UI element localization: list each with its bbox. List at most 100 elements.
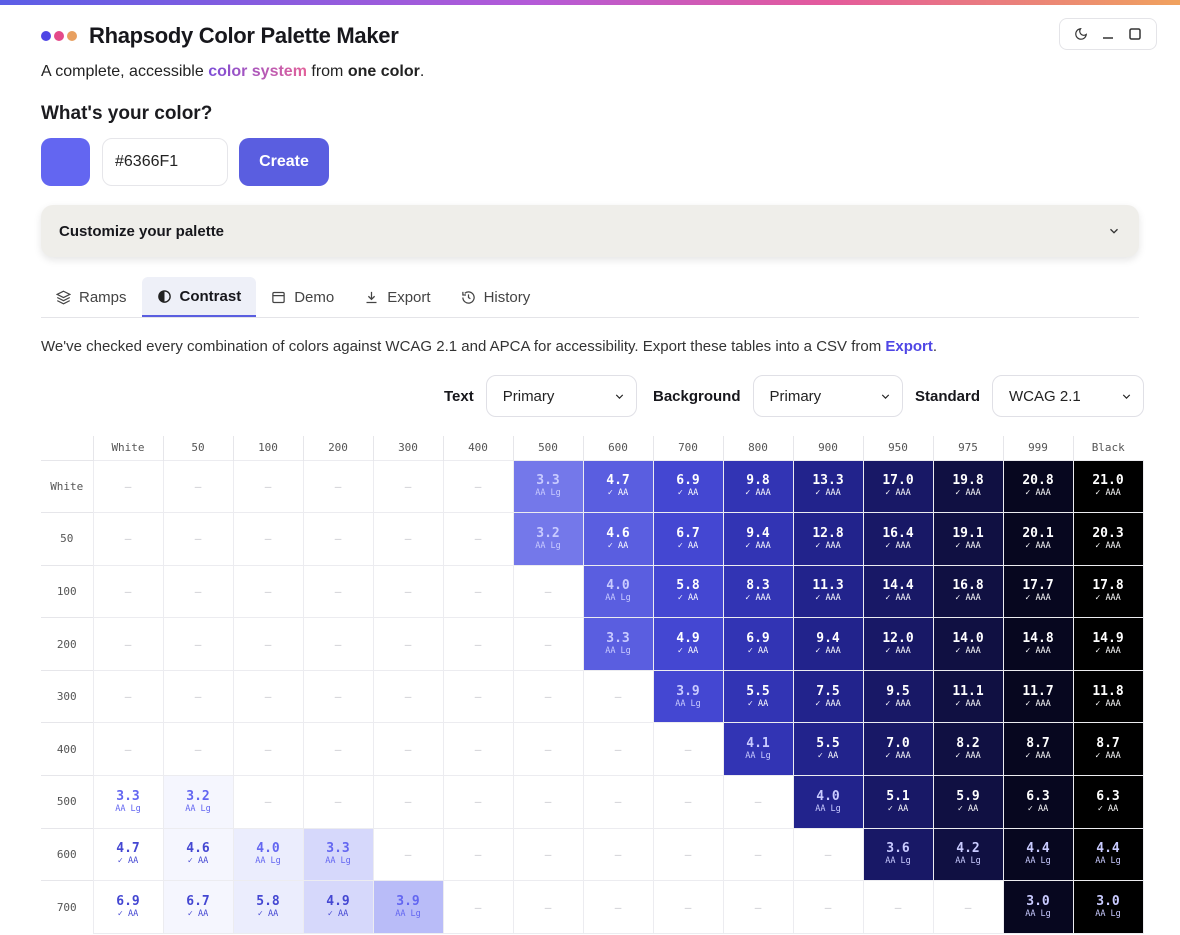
contrast-cell[interactable]: 16.8 ✓ AAA [932, 564, 1004, 619]
contrast-cell[interactable]: 6.9 ✓ AA [92, 880, 164, 934]
contrast-cell-empty[interactable]: – [92, 512, 164, 566]
color-swatch-picker[interactable] [41, 138, 90, 186]
contrast-cell-empty[interactable]: – [442, 669, 514, 724]
tab-demo[interactable]: Demo [256, 277, 349, 317]
contrast-cell-empty[interactable]: – [512, 669, 584, 724]
contrast-cell-empty[interactable]: – [442, 459, 514, 514]
contrast-cell-empty[interactable]: – [722, 880, 794, 934]
contrast-cell[interactable]: 17.7 ✓ AAA [1002, 564, 1074, 619]
contrast-cell[interactable]: 3.3 AA Lg [582, 617, 654, 671]
contrast-cell[interactable]: 20.3 ✓ AAA [1072, 512, 1144, 566]
contrast-cell-empty[interactable]: – [442, 880, 514, 934]
contrast-cell-empty[interactable]: – [372, 617, 444, 671]
contrast-cell-empty[interactable]: – [372, 564, 444, 619]
contrast-cell-empty[interactable]: – [652, 827, 724, 882]
contrast-cell-empty[interactable]: – [232, 617, 304, 671]
contrast-cell-empty[interactable]: – [932, 880, 1004, 934]
contrast-cell[interactable]: 3.9 AA Lg [372, 880, 444, 934]
contrast-cell[interactable]: 6.3 ✓ AA [1072, 775, 1144, 829]
contrast-cell-empty[interactable]: – [582, 722, 654, 777]
contrast-cell-empty[interactable]: – [442, 722, 514, 777]
contrast-cell-empty[interactable]: – [792, 827, 864, 882]
contrast-cell-empty[interactable]: – [512, 880, 584, 934]
contrast-cell-empty[interactable]: – [302, 669, 374, 724]
contrast-cell[interactable]: 6.9 ✓ AA [652, 459, 724, 514]
contrast-cell[interactable]: 6.7 ✓ AA [162, 880, 234, 934]
contrast-cell-empty[interactable]: – [162, 512, 234, 566]
maximize-button[interactable] [1126, 25, 1144, 43]
contrast-cell-empty[interactable]: – [232, 775, 304, 829]
contrast-cell-empty[interactable]: – [302, 459, 374, 514]
contrast-cell[interactable]: 21.0 ✓ AAA [1072, 459, 1144, 514]
contrast-cell-empty[interactable]: – [302, 512, 374, 566]
contrast-cell[interactable]: 11.3 ✓ AAA [792, 564, 864, 619]
contrast-cell-empty[interactable]: – [162, 459, 234, 514]
contrast-cell[interactable]: 8.2 ✓ AAA [932, 722, 1004, 777]
contrast-cell-empty[interactable]: – [372, 722, 444, 777]
contrast-cell[interactable]: 12.8 ✓ AAA [792, 512, 864, 566]
tab-contrast[interactable]: Contrast [141, 277, 257, 317]
standard-select[interactable]: WCAG 2.1 [992, 375, 1145, 417]
contrast-cell[interactable]: 11.7 ✓ AAA [1002, 669, 1074, 724]
contrast-cell[interactable]: 4.0 AA Lg [582, 564, 654, 619]
background-select[interactable]: Primary [752, 375, 903, 417]
contrast-cell[interactable]: 5.1 ✓ AA [862, 775, 934, 829]
contrast-cell-empty[interactable]: – [162, 669, 234, 724]
contrast-cell[interactable]: 3.2 AA Lg [162, 775, 234, 829]
contrast-cell[interactable]: 4.6 ✓ AA [582, 512, 654, 566]
contrast-cell[interactable]: 4.7 ✓ AA [582, 459, 654, 514]
contrast-cell[interactable]: 17.8 ✓ AAA [1072, 564, 1144, 619]
contrast-cell-empty[interactable]: – [652, 722, 724, 777]
contrast-cell-empty[interactable]: – [652, 880, 724, 934]
contrast-cell-empty[interactable]: – [232, 512, 304, 566]
contrast-cell[interactable]: 5.5 ✓ AA [792, 722, 864, 777]
contrast-cell-empty[interactable]: – [302, 617, 374, 671]
contrast-cell-empty[interactable]: – [582, 669, 654, 724]
contrast-cell-empty[interactable]: – [302, 564, 374, 619]
contrast-cell[interactable]: 9.8 ✓ AAA [722, 459, 794, 514]
contrast-cell[interactable]: 17.0 ✓ AAA [862, 459, 934, 514]
contrast-cell[interactable]: 7.0 ✓ AAA [862, 722, 934, 777]
contrast-cell-empty[interactable]: – [372, 459, 444, 514]
contrast-cell[interactable]: 9.5 ✓ AAA [862, 669, 934, 724]
contrast-cell[interactable]: 20.8 ✓ AAA [1002, 459, 1074, 514]
contrast-cell-empty[interactable]: – [372, 775, 444, 829]
contrast-cell[interactable]: 6.7 ✓ AA [652, 512, 724, 566]
contrast-cell[interactable]: 5.8 ✓ AA [652, 564, 724, 619]
contrast-cell-empty[interactable]: – [372, 669, 444, 724]
contrast-cell-empty[interactable]: – [512, 827, 584, 882]
contrast-cell-empty[interactable]: – [792, 880, 864, 934]
contrast-cell[interactable]: 3.2 AA Lg [512, 512, 584, 566]
contrast-cell-empty[interactable]: – [232, 459, 304, 514]
contrast-cell-empty[interactable]: – [232, 564, 304, 619]
contrast-cell[interactable]: 16.4 ✓ AAA [862, 512, 934, 566]
contrast-cell-empty[interactable]: – [92, 564, 164, 619]
export-link[interactable]: Export [885, 338, 933, 355]
contrast-cell-empty[interactable]: – [232, 669, 304, 724]
contrast-cell-empty[interactable]: – [302, 722, 374, 777]
contrast-cell-empty[interactable]: – [92, 459, 164, 514]
contrast-cell-empty[interactable]: – [442, 512, 514, 566]
contrast-cell-empty[interactable]: – [372, 512, 444, 566]
contrast-cell[interactable]: 12.0 ✓ AAA [862, 617, 934, 671]
contrast-cell-empty[interactable]: – [582, 880, 654, 934]
contrast-cell[interactable]: 9.4 ✓ AAA [722, 512, 794, 566]
contrast-cell[interactable]: 4.4 AA Lg [1072, 827, 1144, 882]
contrast-cell[interactable]: 3.6 AA Lg [862, 827, 934, 882]
contrast-cell[interactable]: 19.8 ✓ AAA [932, 459, 1004, 514]
contrast-cell[interactable]: 5.5 ✓ AA [722, 669, 794, 724]
contrast-cell-empty[interactable]: – [92, 722, 164, 777]
contrast-cell-empty[interactable]: – [582, 827, 654, 882]
contrast-cell-empty[interactable]: – [372, 827, 444, 882]
contrast-cell[interactable]: 8.7 ✓ AAA [1072, 722, 1144, 777]
contrast-cell[interactable]: 3.3 AA Lg [302, 827, 374, 882]
contrast-cell-empty[interactable]: – [722, 827, 794, 882]
contrast-cell[interactable]: 14.9 ✓ AAA [1072, 617, 1144, 671]
contrast-cell[interactable]: 20.1 ✓ AAA [1002, 512, 1074, 566]
contrast-cell[interactable]: 4.7 ✓ AA [92, 827, 164, 882]
contrast-cell[interactable]: 11.1 ✓ AAA [932, 669, 1004, 724]
contrast-cell[interactable]: 7.5 ✓ AAA [792, 669, 864, 724]
contrast-cell-empty[interactable]: – [512, 617, 584, 671]
contrast-cell[interactable]: 4.6 ✓ AA [162, 827, 234, 882]
contrast-cell-empty[interactable]: – [862, 880, 934, 934]
